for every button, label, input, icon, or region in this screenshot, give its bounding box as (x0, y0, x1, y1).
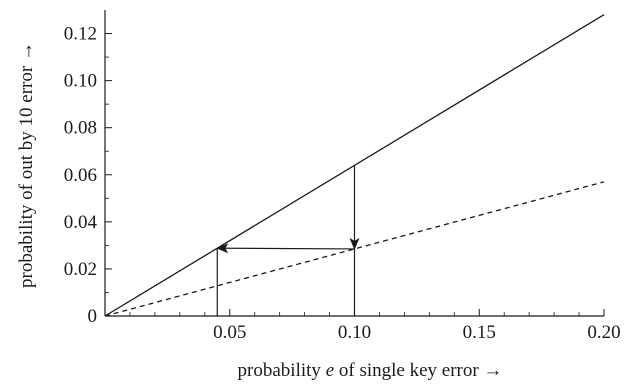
x-tick-label: 0.15 (463, 322, 496, 343)
annotation-arrow (216, 243, 355, 254)
y-tick-label: 0.04 (64, 212, 98, 233)
y-tick-label: 0 (88, 306, 98, 327)
x-tick-label: 0.20 (587, 322, 620, 343)
x-tick-label: 0.10 (338, 322, 371, 343)
x-axis-label: probability e of single key error → (238, 360, 503, 381)
tick-layer: 0 0.02 0.04 0.06 0.08 0.10 0.12 0.05 0.10 0.15 0.2… (64, 24, 621, 343)
y-tick-label: 0.10 (64, 71, 97, 92)
y-tick-label: 0.08 (64, 118, 97, 139)
y-axis-label: probability of out by 10 error → (16, 42, 37, 288)
annotation-layer (216, 165, 360, 316)
y-tick-label: 0.02 (64, 259, 97, 280)
x-tick-label: 0.05 (213, 322, 246, 343)
y-tick-label: 0.06 (64, 165, 97, 186)
y-tick-label: 0.12 (64, 24, 97, 45)
